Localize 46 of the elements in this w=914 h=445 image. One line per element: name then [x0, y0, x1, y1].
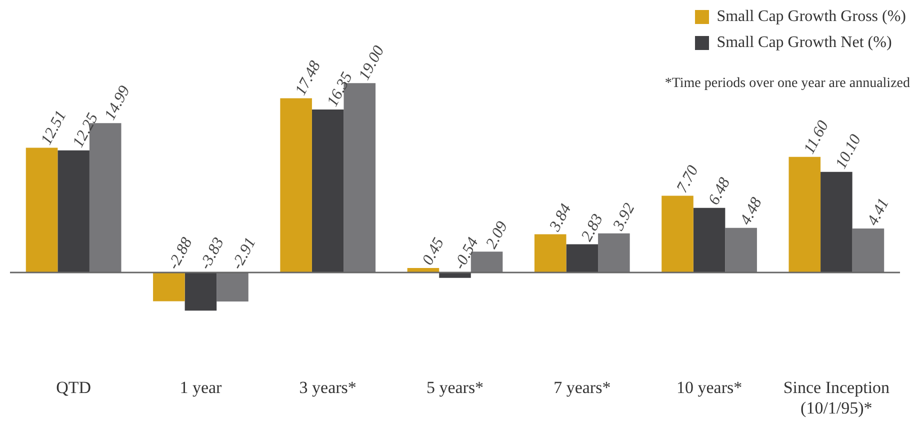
bar: [216, 272, 248, 302]
data-label: 6.48: [706, 175, 734, 208]
data-label: -3.83: [196, 234, 228, 272]
bar: [153, 272, 185, 302]
x-tick-label: 3 years*: [299, 378, 356, 397]
bar: [26, 148, 58, 273]
data-label: 14.99: [102, 83, 134, 123]
bar: [725, 228, 757, 273]
data-label: 3.92: [610, 200, 638, 234]
bar: [566, 244, 598, 273]
bar: [58, 150, 90, 273]
data-label: -0.54: [451, 234, 482, 272]
x-tick-label: 10 years*: [676, 378, 742, 397]
data-label: 16.35: [324, 70, 356, 110]
data-label: 0.45: [419, 235, 448, 268]
data-label: 4.41: [864, 196, 893, 228]
bar: [662, 196, 694, 273]
x-tick-label: 5 years*: [426, 378, 484, 397]
data-label: 2.83: [578, 211, 607, 244]
data-label: 12.25: [70, 110, 102, 150]
bar: [693, 208, 726, 273]
bar: [788, 156, 821, 273]
data-label: -2.88: [165, 234, 196, 272]
bar: [852, 228, 884, 273]
data-label: -2.91: [228, 234, 260, 272]
x-tick-label: Since Inception (10/1/95)*: [783, 378, 890, 418]
data-label: 4.48: [737, 195, 766, 228]
legend-label: Small Cap Growth Gross (%): [716, 8, 906, 26]
bar: [184, 272, 217, 311]
x-tick-label: 7 years*: [554, 378, 611, 397]
data-label: 19.00: [356, 43, 388, 83]
data-label: 17.48: [292, 58, 324, 98]
data-label: 2.09: [483, 218, 512, 252]
data-label: 7.70: [674, 162, 702, 196]
bar: [534, 234, 566, 273]
annotation: *Time periods over one year are annualized: [664, 76, 910, 92]
bar: [280, 98, 312, 273]
data-label: 3.84: [546, 201, 575, 235]
legend-label: Small Cap Growth Net (%): [716, 34, 892, 52]
data-label: 12.51: [38, 108, 70, 148]
x-tick-label: QTD: [56, 378, 92, 397]
bar: [312, 110, 344, 273]
bar: [820, 172, 852, 273]
x-tick-label: 1 year: [180, 378, 222, 397]
data-label: 11.60: [800, 118, 832, 157]
data-label: 10.10: [832, 132, 865, 172]
